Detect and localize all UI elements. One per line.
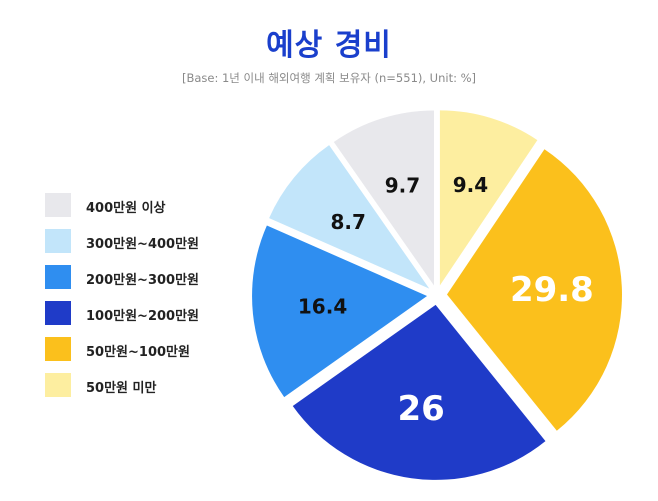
legend-label: 400만원 이상 bbox=[86, 201, 166, 216]
legend-swatch bbox=[45, 265, 71, 289]
legend-swatch bbox=[45, 337, 71, 361]
slice-value-label: 29.8 bbox=[510, 270, 594, 310]
slice-value-label: 8.7 bbox=[330, 210, 365, 234]
legend-label: 50만원~100만원 bbox=[86, 345, 190, 360]
pie-slice bbox=[446, 149, 622, 431]
legend-swatch bbox=[45, 229, 71, 253]
legend-label: 100만원~200만원 bbox=[86, 309, 200, 324]
pie-slice bbox=[333, 110, 434, 286]
legend-swatch bbox=[45, 193, 71, 217]
slice-value-label: 9.4 bbox=[453, 173, 488, 197]
pie-slice bbox=[439, 110, 538, 286]
legend-swatch bbox=[45, 373, 71, 397]
pie-slice bbox=[252, 225, 428, 398]
slice-value-label: 26 bbox=[397, 389, 444, 429]
chart-subtitle: [Base: 1년 이내 해외여행 계획 보유자 (n=551), Unit: … bbox=[181, 71, 477, 85]
slice-value-label: 9.7 bbox=[385, 173, 420, 197]
legend-label: 50만원 미만 bbox=[86, 381, 157, 396]
chart-title: 예상 경비 bbox=[266, 28, 392, 63]
legend-label: 300만원~400만원 bbox=[86, 237, 200, 252]
legend-swatch bbox=[45, 301, 71, 325]
legend-label: 200만원~300만원 bbox=[86, 273, 200, 288]
pie-slice bbox=[269, 145, 430, 289]
pie-slice bbox=[292, 304, 546, 480]
slice-value-label: 16.4 bbox=[298, 295, 347, 319]
